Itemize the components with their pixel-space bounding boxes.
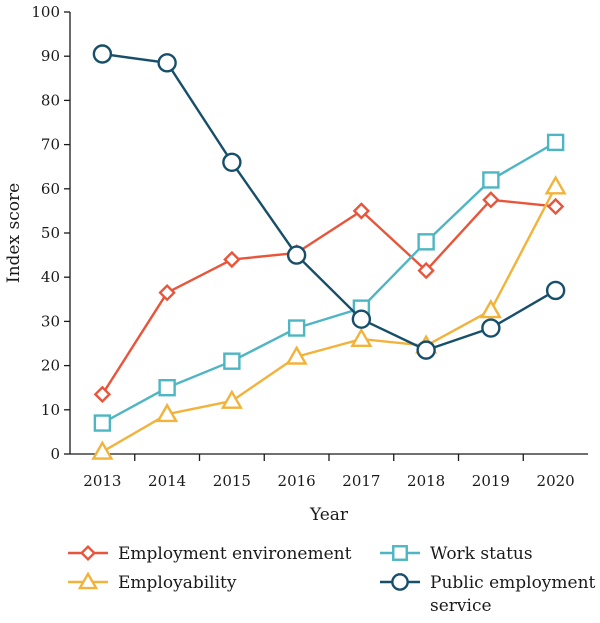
circle-marker — [157, 53, 177, 73]
triangle-marker — [156, 402, 179, 423]
y-tick-label: 40 — [41, 268, 60, 286]
triangle-marker — [220, 389, 243, 409]
x-tick-label: 2017 — [342, 472, 380, 490]
diamond-marker — [482, 191, 500, 209]
x-axis-title: Year — [309, 505, 349, 525]
square-marker — [482, 171, 500, 189]
series-layer — [91, 44, 567, 460]
diamond-marker — [352, 202, 371, 220]
triangle-marker — [91, 440, 114, 460]
x-tick-label: 2018 — [407, 472, 445, 490]
circle-marker — [545, 280, 566, 301]
x-tick-label: 2014 — [148, 472, 186, 490]
x-tick-label: 2020 — [537, 472, 575, 490]
legend-item: Employability — [68, 571, 237, 593]
square-marker — [158, 379, 176, 397]
y-tick-label: 90 — [41, 47, 60, 65]
triangle-marker — [544, 175, 567, 195]
y-tick-label: 30 — [41, 312, 60, 330]
y-tick-label: 50 — [41, 224, 60, 242]
triangle-marker — [77, 571, 99, 590]
y-tick-label: 0 — [50, 445, 60, 463]
diamond-marker — [158, 283, 176, 302]
diamond-marker — [223, 250, 241, 269]
square-marker — [287, 319, 306, 337]
legend-label: Work status — [430, 544, 533, 564]
legend-label: Public employment service — [430, 573, 596, 616]
series-line — [101, 198, 556, 395]
series-line — [102, 52, 557, 352]
circle-marker — [416, 340, 436, 360]
triangle-marker — [285, 345, 308, 365]
circle-marker — [92, 44, 113, 64]
series-line — [101, 186, 557, 453]
y-axis-ticks: 0 10 20 30 40 50 60 70 80 90 100 — [31, 3, 70, 463]
circle-marker — [286, 245, 307, 265]
diamond-marker — [546, 197, 565, 216]
y-tick-label: 10 — [41, 401, 60, 419]
square-marker — [417, 233, 435, 251]
x-axis-ticks: 2013 2014 2015 2016 2017 2018 2019 2020 — [83, 454, 575, 490]
circle-marker — [481, 318, 501, 338]
y-tick-label: 60 — [41, 180, 60, 198]
series-circle — [92, 44, 566, 360]
triangle-marker — [350, 327, 373, 348]
x-tick-label: 2016 — [278, 472, 316, 490]
legend: Employment environement Employability Work… — [68, 544, 596, 616]
y-axis-title: Index score — [4, 183, 24, 283]
series-diamond — [93, 191, 565, 404]
diamond-marker — [93, 385, 112, 404]
square-marker — [392, 545, 408, 561]
legend-item: Work status — [380, 544, 533, 564]
series-line — [101, 141, 557, 425]
y-tick-label: 70 — [41, 136, 60, 154]
x-tick-label: 2019 — [472, 472, 510, 490]
square-marker — [93, 414, 112, 432]
circle-marker — [222, 152, 242, 172]
y-tick-label: 20 — [41, 357, 60, 375]
diamond-marker — [80, 545, 96, 561]
triangle-marker — [479, 298, 502, 319]
x-tick-label: 2013 — [83, 472, 121, 490]
circle-marker — [391, 573, 409, 591]
legend-label: Employability — [118, 573, 237, 593]
square-marker — [223, 352, 241, 370]
legend-label: Employment environement — [118, 544, 352, 564]
legend-item: Employment environement — [68, 544, 352, 564]
y-tick-label: 80 — [41, 91, 60, 109]
y-tick-label: 100 — [31, 3, 60, 21]
legend-item: Public employment service — [380, 573, 596, 616]
square-marker — [546, 133, 565, 152]
circle-marker — [351, 309, 372, 329]
x-tick-label: 2015 — [213, 472, 251, 490]
diamond-marker — [417, 261, 435, 280]
series-square — [93, 133, 565, 432]
